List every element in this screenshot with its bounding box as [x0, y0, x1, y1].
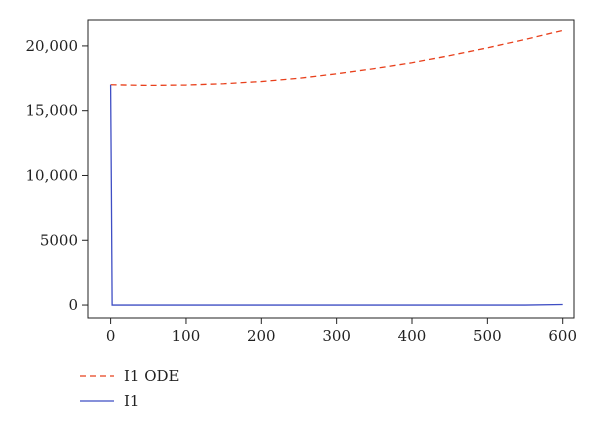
- y-tick-label: 20,000: [26, 37, 79, 55]
- y-tick-label: 0: [68, 296, 78, 314]
- plot-area: [87, 19, 575, 319]
- legend: I1 ODE I1: [80, 367, 180, 410]
- y-axis: 0 5000 10,000 15,000 20,000: [26, 37, 88, 314]
- x-tick-label: 0: [106, 327, 116, 345]
- legend-label-i1: I1: [124, 392, 139, 410]
- x-tick-label: 400: [398, 327, 427, 345]
- series-layer: [109, 29, 563, 306]
- x-tick-label: 300: [322, 327, 351, 345]
- x-tick-label: 500: [473, 327, 502, 345]
- y-tick-label: 10,000: [26, 166, 79, 184]
- legend-label-i1-ode: I1 ODE: [124, 367, 180, 385]
- series-line-i1: [109, 84, 563, 306]
- x-tick-label: 600: [548, 327, 577, 345]
- x-tick-label: 100: [172, 327, 201, 345]
- y-tick-label: 15,000: [26, 102, 79, 120]
- x-axis: 0 100 200 300 400 500 600: [106, 318, 577, 345]
- y-tick-label: 5000: [40, 231, 78, 249]
- x-tick-label: 200: [247, 327, 276, 345]
- series-line-i1-ode: [110, 29, 563, 87]
